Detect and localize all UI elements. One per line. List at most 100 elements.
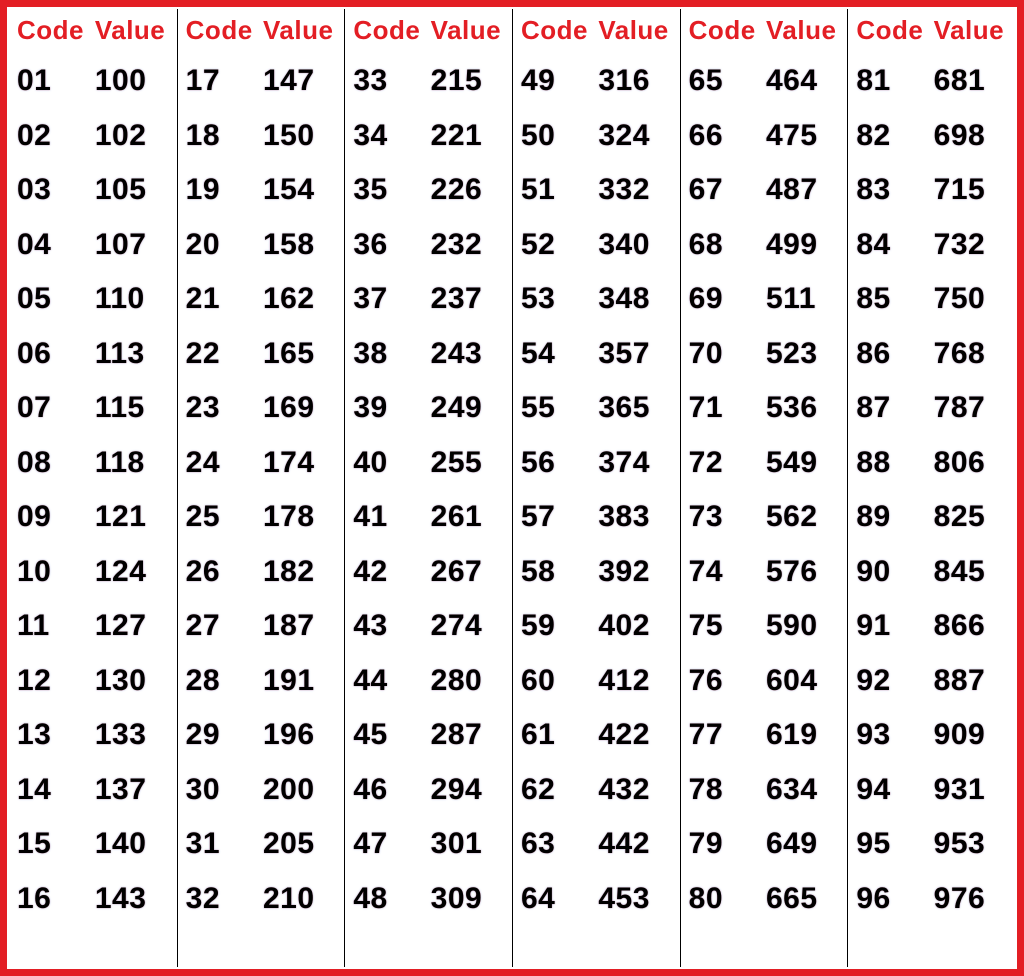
table-row: 33215	[353, 66, 508, 96]
table-row: 57383	[521, 502, 676, 532]
code-cell: 89	[856, 502, 933, 532]
table-row: 52340	[521, 230, 676, 260]
table-row: 43274	[353, 611, 508, 641]
header-code: Code	[521, 15, 598, 46]
value-cell: 634	[766, 775, 843, 805]
value-cell: 681	[934, 66, 1011, 96]
header-code: Code	[856, 15, 933, 46]
code-cell: 57	[521, 502, 598, 532]
table-segment: CodeValue4931650324513325234053348543575…	[512, 9, 680, 967]
value-cell: 806	[934, 448, 1011, 478]
value-cell: 340	[598, 230, 675, 260]
table-row: 42267	[353, 557, 508, 587]
code-cell: 24	[186, 448, 263, 478]
table-row: 64453	[521, 884, 676, 914]
table-row: 50324	[521, 121, 676, 151]
table-row: 16143	[17, 884, 173, 914]
code-cell: 50	[521, 121, 598, 151]
table-row: 39249	[353, 393, 508, 423]
code-cell: 80	[689, 884, 766, 914]
table-row: 55365	[521, 393, 676, 423]
code-cell: 15	[17, 829, 95, 859]
table-row: 66475	[689, 121, 844, 151]
code-cell: 35	[353, 175, 430, 205]
code-cell: 51	[521, 175, 598, 205]
table-row: 03105	[17, 175, 173, 205]
value-cell: 909	[934, 720, 1011, 750]
code-cell: 78	[689, 775, 766, 805]
value-cell: 590	[766, 611, 843, 641]
code-cell: 27	[186, 611, 263, 641]
value-cell: 118	[95, 448, 173, 478]
code-cell: 55	[521, 393, 598, 423]
code-cell: 93	[856, 720, 933, 750]
table-row: 88806	[856, 448, 1011, 478]
table-row: 05110	[17, 284, 173, 314]
table-row: 89825	[856, 502, 1011, 532]
segment-header: CodeValue	[689, 15, 844, 46]
code-cell: 08	[17, 448, 95, 478]
table-row: 68499	[689, 230, 844, 260]
value-cell: 237	[431, 284, 508, 314]
value-cell: 549	[766, 448, 843, 478]
value-cell: 215	[431, 66, 508, 96]
value-cell: 294	[431, 775, 508, 805]
code-cell: 40	[353, 448, 430, 478]
value-cell: 130	[95, 666, 173, 696]
table-row: 14137	[17, 775, 173, 805]
code-cell: 02	[17, 121, 95, 151]
code-cell: 76	[689, 666, 766, 696]
table-row: 29196	[186, 720, 341, 750]
table-row: 93909	[856, 720, 1011, 750]
value-cell: 140	[95, 829, 173, 859]
value-cell: 287	[431, 720, 508, 750]
value-cell: 604	[766, 666, 843, 696]
table-row: 37237	[353, 284, 508, 314]
table-row: 02102	[17, 121, 173, 151]
table-row: 45287	[353, 720, 508, 750]
value-cell: 715	[934, 175, 1011, 205]
value-cell: 866	[934, 611, 1011, 641]
value-cell: 187	[263, 611, 340, 641]
value-cell: 845	[934, 557, 1011, 587]
value-cell: 261	[431, 502, 508, 532]
code-cell: 20	[186, 230, 263, 260]
code-cell: 58	[521, 557, 598, 587]
value-cell: 619	[766, 720, 843, 750]
code-cell: 92	[856, 666, 933, 696]
table-row: 31205	[186, 829, 341, 859]
table-row: 58392	[521, 557, 676, 587]
value-cell: 453	[598, 884, 675, 914]
code-cell: 63	[521, 829, 598, 859]
table-row: 13133	[17, 720, 173, 750]
table-row: 77619	[689, 720, 844, 750]
value-cell: 121	[95, 502, 173, 532]
value-cell: 442	[598, 829, 675, 859]
code-cell: 88	[856, 448, 933, 478]
value-cell: 274	[431, 611, 508, 641]
table-row: 90845	[856, 557, 1011, 587]
table-row: 24174	[186, 448, 341, 478]
table-row: 96976	[856, 884, 1011, 914]
code-cell: 32	[186, 884, 263, 914]
table-row: 72549	[689, 448, 844, 478]
code-cell: 18	[186, 121, 263, 151]
table-row: 28191	[186, 666, 341, 696]
table-row: 91866	[856, 611, 1011, 641]
value-cell: 249	[431, 393, 508, 423]
value-cell: 348	[598, 284, 675, 314]
code-cell: 52	[521, 230, 598, 260]
code-cell: 34	[353, 121, 430, 151]
table-segment: CodeValue8168182698837158473285750867688…	[847, 9, 1015, 967]
value-cell: 464	[766, 66, 843, 96]
table-row: 94931	[856, 775, 1011, 805]
value-cell: 113	[95, 339, 173, 369]
code-cell: 96	[856, 884, 933, 914]
table-row: 69511	[689, 284, 844, 314]
value-cell: 169	[263, 393, 340, 423]
value-cell: 124	[95, 557, 173, 587]
table-row: 95953	[856, 829, 1011, 859]
value-cell: 127	[95, 611, 173, 641]
table-row: 21162	[186, 284, 341, 314]
code-cell: 74	[689, 557, 766, 587]
